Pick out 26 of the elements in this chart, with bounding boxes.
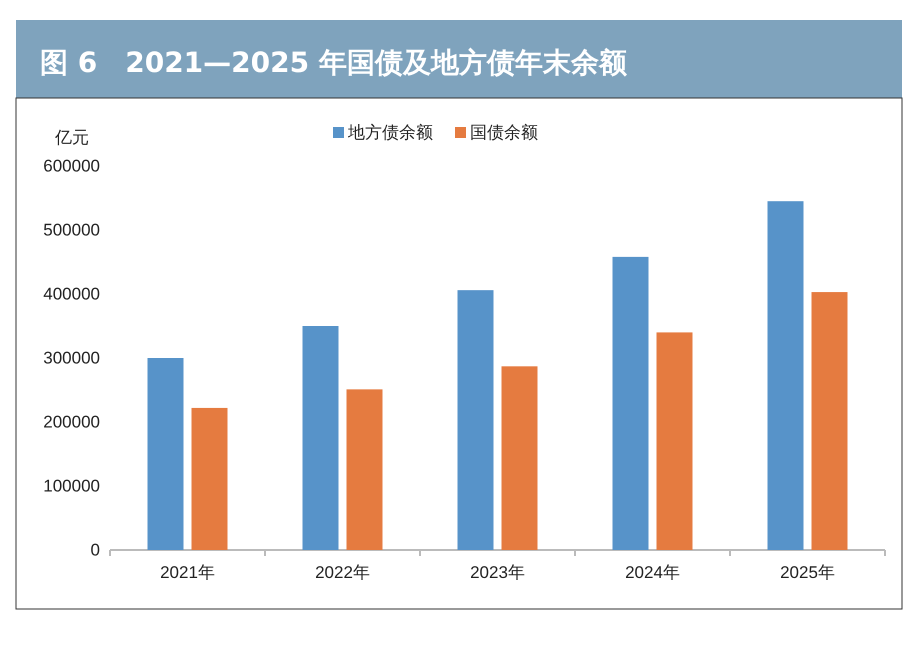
legend-label: 国债余额: [470, 123, 538, 143]
bar: [148, 358, 184, 550]
y-tick-label: 300000: [43, 348, 100, 368]
x-tick-label: 2022年: [315, 563, 370, 582]
y-tick-label: 600000: [43, 156, 100, 176]
bar: [768, 201, 804, 550]
y-tick-label: 400000: [43, 284, 100, 304]
chart-title: 图 6 2021—2025 年国债及地方债年末余额: [40, 46, 628, 79]
bar: [612, 256, 648, 550]
x-tick-label: 2025年: [780, 563, 835, 582]
y-axis-title: 亿元: [54, 128, 89, 148]
bar: [812, 292, 848, 550]
bar: [458, 290, 494, 550]
y-tick-label: 0: [90, 540, 100, 560]
y-tick-label: 500000: [43, 220, 100, 240]
x-tick-label: 2021年: [160, 563, 215, 582]
y-tick-label: 200000: [43, 412, 100, 432]
legend-label: 地方债余额: [347, 123, 433, 143]
y-tick-label: 100000: [43, 476, 100, 496]
bar: [302, 326, 338, 550]
x-tick-label: 2024年: [625, 563, 680, 582]
bar: [346, 389, 382, 550]
bar: [502, 366, 538, 550]
x-tick-label: 2023年: [470, 563, 525, 582]
bar: [656, 332, 692, 550]
bar: [192, 408, 228, 550]
